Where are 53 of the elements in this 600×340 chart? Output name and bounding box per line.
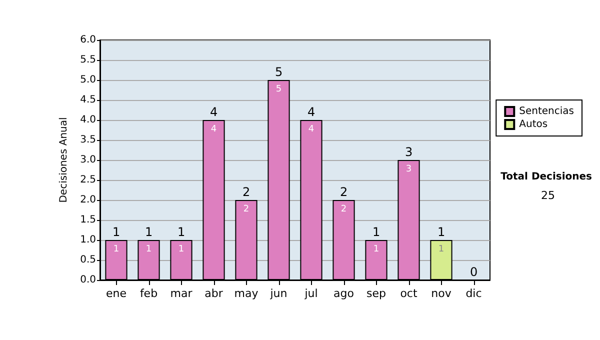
data-label: 1 bbox=[113, 244, 120, 254]
x-tick-label: ago bbox=[334, 287, 354, 300]
total-label: 1 bbox=[372, 225, 380, 239]
y-tick-label: 2.0 bbox=[80, 194, 96, 206]
total-label: 1 bbox=[437, 225, 446, 239]
total-label: 2 bbox=[242, 185, 250, 199]
y-tick-label: 1.5 bbox=[80, 214, 96, 226]
x-tick-label: dic bbox=[466, 287, 482, 300]
x-tick-label: abr bbox=[204, 287, 224, 300]
total-label: 0 bbox=[470, 265, 478, 279]
y-tick-label: 0.0 bbox=[80, 274, 96, 286]
data-label: 4 bbox=[210, 124, 217, 134]
legend-label: Sentencias bbox=[519, 106, 574, 117]
y-tick-label: 1.0 bbox=[80, 234, 96, 246]
data-label: 1 bbox=[146, 244, 152, 254]
data-label: 2 bbox=[340, 204, 347, 214]
data-label: 1 bbox=[373, 244, 380, 254]
x-tick-label: mar bbox=[170, 287, 193, 300]
total-label: 2 bbox=[340, 185, 348, 199]
data-label: 4 bbox=[308, 124, 314, 134]
x-tick-label: sep bbox=[366, 287, 386, 300]
x-tick-label: feb bbox=[140, 287, 158, 300]
x-tick-label: oct bbox=[400, 287, 418, 300]
data-label: 2 bbox=[243, 204, 250, 214]
total-label: 3 bbox=[404, 145, 413, 159]
x-tick-label: may bbox=[234, 287, 259, 300]
y-tick-label: 4.0 bbox=[80, 114, 96, 126]
y-tick-label: 3.5 bbox=[80, 134, 96, 146]
y-tick-label: 6.0 bbox=[80, 34, 96, 46]
text: 25 bbox=[541, 189, 556, 202]
total-label: 4 bbox=[210, 105, 218, 119]
y-tick-label: 4.5 bbox=[80, 94, 96, 106]
y-tick-label: 2.5 bbox=[80, 174, 96, 186]
data-label: 1 bbox=[438, 244, 444, 254]
y-tick-label: 0.5 bbox=[80, 254, 96, 266]
total-label: 1 bbox=[112, 225, 120, 239]
total-label: 5 bbox=[274, 65, 283, 79]
total-label: 1 bbox=[144, 225, 153, 239]
y-tick-label: 5.0 bbox=[80, 74, 96, 86]
data-label: 3 bbox=[406, 164, 412, 174]
x-tick-label: jun bbox=[269, 287, 288, 300]
data-label: 1 bbox=[178, 244, 184, 254]
data-label: 5 bbox=[276, 84, 282, 94]
x-tick-label: ene bbox=[106, 287, 127, 300]
y-tick-label: 5.5 bbox=[80, 54, 96, 66]
total-label: 4 bbox=[307, 105, 316, 119]
x-tick-label: jul bbox=[304, 287, 318, 300]
y-axis-title: Decisiones Anual bbox=[58, 117, 70, 203]
text: Total Decisiones bbox=[500, 172, 592, 182]
y-tick-label: 3.0 bbox=[80, 154, 96, 166]
x-tick-label: nov bbox=[431, 287, 452, 300]
legend-label: Autos bbox=[519, 119, 548, 130]
total-label: 1 bbox=[177, 225, 186, 239]
